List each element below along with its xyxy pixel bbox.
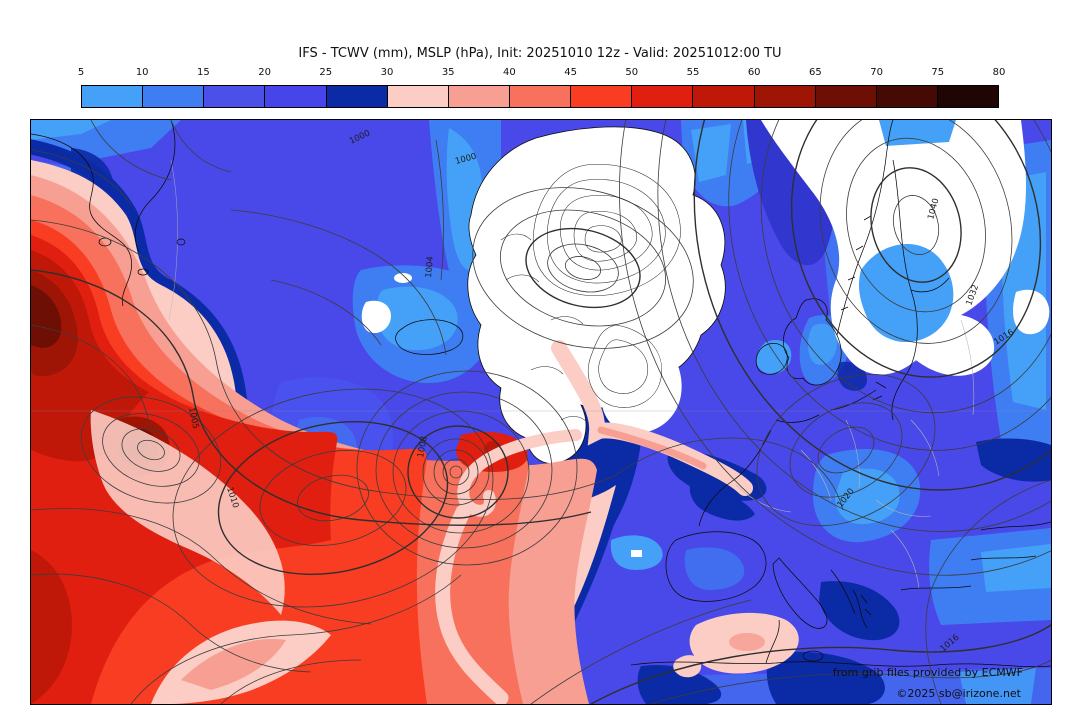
colorbar-tick-label: 45 bbox=[564, 67, 577, 78]
colorbar-tick-label: 65 bbox=[809, 67, 822, 78]
colorbar-ticks: 5 10 15 20 25 30 35 40 45 50 55 60 65 70 75 80 bbox=[77, 67, 1006, 81]
colorbar-tick-label: 55 bbox=[686, 67, 700, 78]
colorbar-tick-label: 10 bbox=[135, 67, 149, 78]
colorbar-tick-label: 30 bbox=[380, 67, 394, 78]
frontal-bands bbox=[435, 340, 799, 704]
colorbar-segment bbox=[876, 86, 938, 107]
colorbar-segment bbox=[326, 86, 388, 107]
isobars-west bbox=[31, 120, 615, 704]
colorbar-segment bbox=[387, 86, 449, 107]
colorbar-segment bbox=[754, 86, 816, 107]
colorbar-segment bbox=[571, 86, 633, 107]
colorbar-tick-label: 80 bbox=[992, 67, 1006, 78]
map-canvas: 1000 1000 1004 1008 1005 1010 1016 1016 … bbox=[31, 120, 1051, 704]
isobars-southeast bbox=[530, 437, 1051, 704]
colorbar-tick-label: 20 bbox=[258, 67, 271, 78]
colorbar-tick-label: 40 bbox=[503, 67, 516, 78]
svg-text:1005: 1005 bbox=[186, 407, 200, 430]
chart-title: IFS - TCWV (mm), MSLP (hPa), Init: 20251… bbox=[298, 46, 782, 61]
colorbar-segment bbox=[632, 86, 694, 107]
isobars-cyclone bbox=[356, 370, 578, 566]
colorbar-tick-label: 75 bbox=[931, 67, 945, 78]
colorbar-tick-label: 70 bbox=[870, 67, 883, 78]
colorbar-segment bbox=[82, 86, 144, 107]
svg-text:1008: 1008 bbox=[416, 435, 430, 458]
attribution-copyright: ©2025 sb@irizone.net bbox=[896, 687, 1021, 700]
coastlines bbox=[31, 120, 1051, 668]
isobars-azores-high bbox=[172, 388, 494, 608]
isobars-europe-ridge bbox=[756, 373, 936, 527]
weather-map: 1000 1000 1004 1008 1005 1010 1016 1016 … bbox=[30, 119, 1052, 705]
greenland-terrain-contours bbox=[500, 164, 681, 423]
colorbar-tick-label: 60 bbox=[747, 67, 761, 78]
country-borders bbox=[168, 159, 975, 589]
attribution-source: from grib files provided by ECMWF bbox=[832, 666, 1023, 679]
isobars-iceland-low bbox=[472, 187, 694, 349]
svg-text:1004: 1004 bbox=[424, 256, 436, 278]
colorbar-tick-label: 25 bbox=[319, 67, 333, 78]
colorbar-tick-label: 35 bbox=[441, 67, 455, 78]
colorbar bbox=[81, 85, 999, 108]
isobars-scandinavian-high bbox=[619, 120, 1051, 576]
colorbar-tick-label: 15 bbox=[197, 67, 210, 78]
white-dry-areas bbox=[361, 120, 1050, 464]
colorbar-segment bbox=[448, 86, 510, 107]
colorbar-segment bbox=[143, 86, 205, 107]
colorbar-segment bbox=[815, 86, 877, 107]
colorbar-segment bbox=[204, 86, 266, 107]
colorbar-segment bbox=[265, 86, 327, 107]
colorbar-segment bbox=[937, 86, 999, 107]
colorbar-segment bbox=[509, 86, 572, 107]
colorbar-segment bbox=[693, 86, 755, 107]
colorbar-tick-label: 5 bbox=[77, 67, 85, 78]
colorbar-tick-label: 50 bbox=[625, 67, 639, 78]
